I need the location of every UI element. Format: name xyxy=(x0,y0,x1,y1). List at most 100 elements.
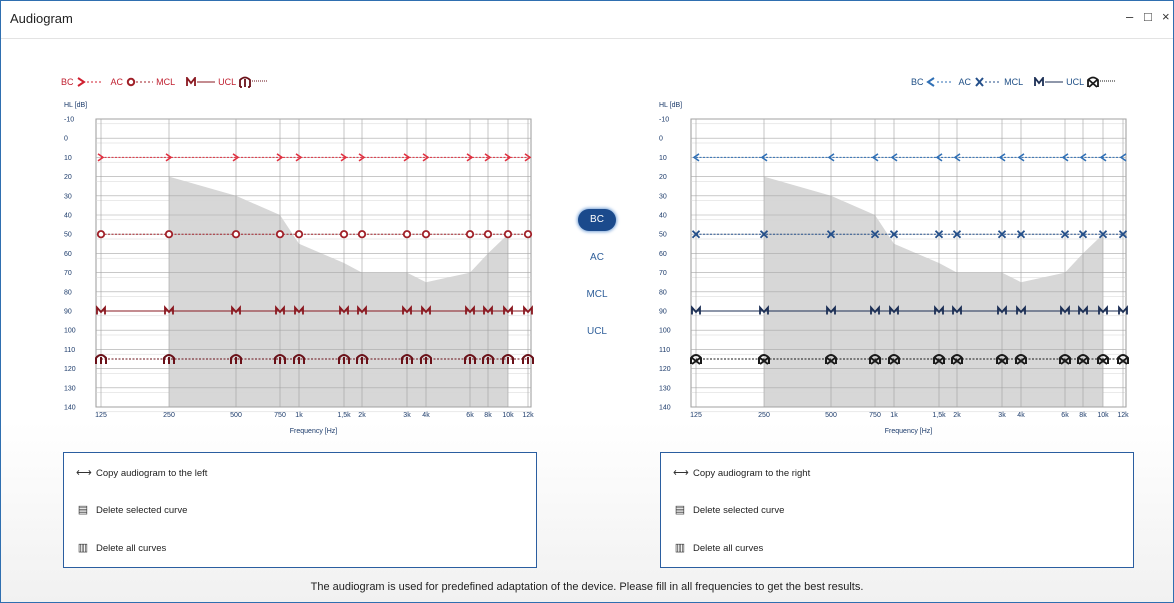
bc-point[interactable] xyxy=(1079,153,1087,162)
ac-point[interactable] xyxy=(1078,230,1088,239)
bc-point[interactable] xyxy=(524,153,532,162)
ac-point[interactable] xyxy=(164,230,174,239)
mcl-point[interactable] xyxy=(1060,305,1070,315)
ac-point[interactable] xyxy=(889,230,899,239)
ac-point[interactable] xyxy=(294,230,304,239)
ucl-point[interactable] xyxy=(1117,354,1129,365)
ac-point[interactable] xyxy=(483,230,493,239)
ucl-point[interactable] xyxy=(482,354,494,364)
copy-audiogram-right-button[interactable]: ⟷ Copy audiogram to the right xyxy=(673,463,810,483)
ucl-point[interactable] xyxy=(1059,354,1071,365)
ucl-point[interactable] xyxy=(95,354,107,364)
minimize-icon[interactable]: – xyxy=(1126,9,1134,24)
mcl-point[interactable] xyxy=(826,305,836,315)
ucl-point[interactable] xyxy=(1097,354,1109,365)
mcl-point[interactable] xyxy=(952,305,962,315)
bc-point[interactable] xyxy=(953,153,961,162)
ac-point[interactable] xyxy=(1060,230,1070,239)
mcl-point[interactable] xyxy=(275,305,285,315)
mcl-point[interactable] xyxy=(1016,305,1026,315)
ac-point[interactable] xyxy=(759,230,769,239)
ac-point[interactable] xyxy=(952,230,962,239)
ac-point[interactable] xyxy=(275,230,285,239)
bc-point[interactable] xyxy=(1061,153,1069,162)
bc-point[interactable] xyxy=(340,153,348,162)
mcl-point[interactable] xyxy=(339,305,349,315)
mcl-point[interactable] xyxy=(691,305,701,315)
bc-point[interactable] xyxy=(504,153,512,162)
mode-ucl-button[interactable]: UCL xyxy=(586,326,607,337)
ac-point[interactable] xyxy=(421,230,431,239)
bc-point[interactable] xyxy=(1119,153,1127,162)
bc-point[interactable] xyxy=(232,153,240,162)
bc-point[interactable] xyxy=(466,153,474,162)
ac-point[interactable] xyxy=(339,230,349,239)
ucl-point[interactable] xyxy=(825,354,837,365)
mcl-point[interactable] xyxy=(402,305,412,315)
ucl-point[interactable] xyxy=(293,354,305,364)
mcl-point[interactable] xyxy=(357,305,367,315)
bc-point[interactable] xyxy=(760,153,768,162)
bc-point[interactable] xyxy=(484,153,492,162)
bc-point[interactable] xyxy=(935,153,943,162)
mcl-point[interactable] xyxy=(997,305,1007,315)
ucl-point[interactable] xyxy=(869,354,881,365)
bc-point[interactable] xyxy=(998,153,1006,162)
ac-point[interactable] xyxy=(826,230,836,239)
ucl-point[interactable] xyxy=(933,354,945,365)
ucl-point[interactable] xyxy=(951,354,963,365)
ucl-point[interactable] xyxy=(1015,354,1027,365)
bc-point[interactable] xyxy=(276,153,284,162)
ac-point[interactable] xyxy=(465,230,475,239)
mcl-point[interactable] xyxy=(1078,305,1088,315)
mcl-point[interactable] xyxy=(421,305,431,315)
ac-point[interactable] xyxy=(523,230,533,239)
bc-point[interactable] xyxy=(1099,153,1107,162)
ac-point[interactable] xyxy=(96,230,106,239)
mode-ac-button[interactable]: AC xyxy=(590,252,604,263)
bc-point[interactable] xyxy=(1017,153,1025,162)
ucl-point[interactable] xyxy=(401,354,413,364)
bc-point[interactable] xyxy=(358,153,366,162)
ucl-point[interactable] xyxy=(690,354,702,365)
delete-all-curves-left-button[interactable]: ▥ Delete all curves xyxy=(76,538,166,558)
mcl-point[interactable] xyxy=(503,305,513,315)
ac-point[interactable] xyxy=(402,230,412,239)
mcl-point[interactable] xyxy=(523,305,533,315)
mcl-point[interactable] xyxy=(934,305,944,315)
delete-selected-curve-left-button[interactable]: ▤ Delete selected curve xyxy=(76,500,188,520)
close-icon[interactable]: × xyxy=(1162,9,1170,24)
audiogram-chart-left[interactable]: HL [dB] -10 0 10 20 30 40 50 60 70 80 90 100 110 120 13… xyxy=(56,99,566,444)
mcl-point[interactable] xyxy=(870,305,880,315)
ucl-point[interactable] xyxy=(338,354,350,364)
ucl-point[interactable] xyxy=(522,354,534,364)
mcl-point[interactable] xyxy=(889,305,899,315)
mcl-point[interactable] xyxy=(1098,305,1108,315)
ucl-point[interactable] xyxy=(464,354,476,364)
mcl-point[interactable] xyxy=(96,305,106,315)
bc-point[interactable] xyxy=(871,153,879,162)
ucl-point[interactable] xyxy=(1077,354,1089,365)
ucl-point[interactable] xyxy=(758,354,770,365)
audiogram-chart-right[interactable]: HL [dB] -10 0 10 20 30 40 50 60 70 80 90 100 110 120 13… xyxy=(651,99,1161,444)
ucl-point[interactable] xyxy=(230,354,242,364)
ac-point[interactable] xyxy=(1118,230,1128,239)
ac-point[interactable] xyxy=(934,230,944,239)
ac-point[interactable] xyxy=(691,230,701,239)
mcl-point[interactable] xyxy=(759,305,769,315)
bc-point[interactable] xyxy=(890,153,898,162)
bc-point[interactable] xyxy=(692,153,700,162)
mcl-point[interactable] xyxy=(294,305,304,315)
bc-point[interactable] xyxy=(422,153,430,162)
bc-point[interactable] xyxy=(165,153,173,162)
mode-bc-button[interactable]: BC xyxy=(578,209,616,231)
ucl-point[interactable] xyxy=(356,354,368,364)
ucl-point[interactable] xyxy=(420,354,432,364)
ucl-point[interactable] xyxy=(888,354,900,365)
bc-point[interactable] xyxy=(827,153,835,162)
ucl-point[interactable] xyxy=(996,354,1008,365)
ac-point[interactable] xyxy=(1098,230,1108,239)
ac-point[interactable] xyxy=(997,230,1007,239)
ucl-point[interactable] xyxy=(274,354,286,364)
mcl-point[interactable] xyxy=(164,305,174,315)
